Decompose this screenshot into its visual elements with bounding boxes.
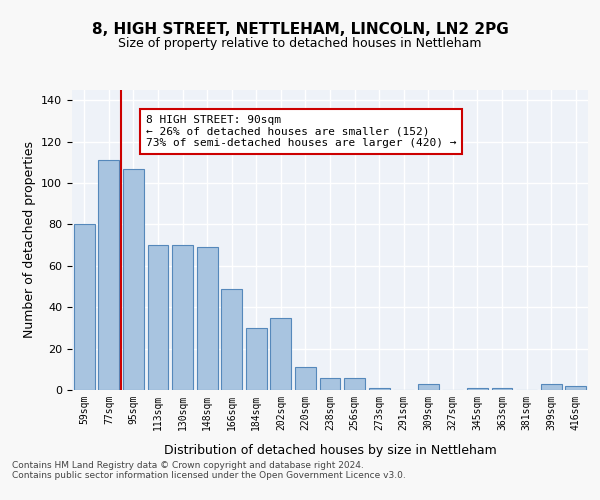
Bar [148, 245, 169, 390]
Bar [271, 318, 292, 390]
Bar [98, 160, 119, 390]
Text: Contains HM Land Registry data © Crown copyright and database right 2024.
Contai: Contains HM Land Registry data © Crown c… [12, 460, 406, 480]
X-axis label: Distribution of detached houses by size in Nettleham: Distribution of detached houses by size … [164, 444, 496, 457]
Bar [491, 388, 512, 390]
Text: 8, HIGH STREET, NETTLEHAM, LINCOLN, LN2 2PG: 8, HIGH STREET, NETTLEHAM, LINCOLN, LN2 … [92, 22, 508, 38]
Bar [418, 384, 439, 390]
Bar [74, 224, 95, 390]
Bar [221, 288, 242, 390]
Bar [467, 388, 488, 390]
Bar [344, 378, 365, 390]
Bar [320, 378, 340, 390]
Bar [172, 245, 193, 390]
Text: Size of property relative to detached houses in Nettleham: Size of property relative to detached ho… [118, 38, 482, 51]
Y-axis label: Number of detached properties: Number of detached properties [23, 142, 35, 338]
Bar [197, 247, 218, 390]
Bar [123, 168, 144, 390]
Bar [295, 367, 316, 390]
Text: 8 HIGH STREET: 90sqm
← 26% of detached houses are smaller (152)
73% of semi-deta: 8 HIGH STREET: 90sqm ← 26% of detached h… [146, 115, 456, 148]
Bar [368, 388, 389, 390]
Bar [246, 328, 267, 390]
Bar [565, 386, 586, 390]
Bar [541, 384, 562, 390]
